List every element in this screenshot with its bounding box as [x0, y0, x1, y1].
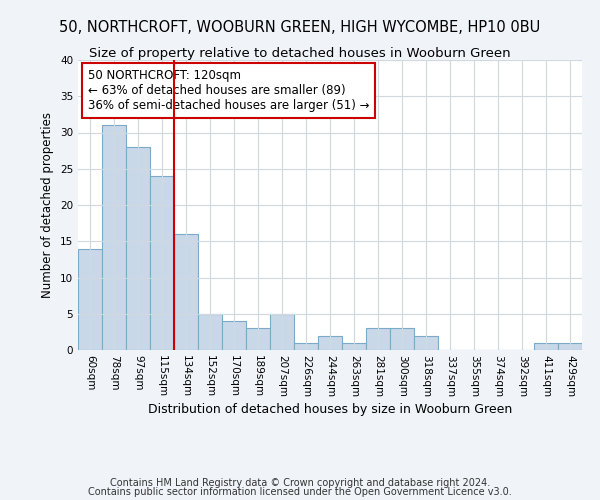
X-axis label: Distribution of detached houses by size in Wooburn Green: Distribution of detached houses by size …: [148, 402, 512, 415]
Bar: [78, 248, 102, 350]
Bar: [270, 314, 294, 350]
Bar: [222, 321, 246, 350]
Bar: [366, 328, 390, 350]
Bar: [174, 234, 198, 350]
Bar: [318, 336, 342, 350]
Bar: [534, 343, 558, 350]
Text: Contains public sector information licensed under the Open Government Licence v3: Contains public sector information licen…: [88, 487, 512, 497]
Text: Size of property relative to detached houses in Wooburn Green: Size of property relative to detached ho…: [89, 48, 511, 60]
Text: 50, NORTHCROFT, WOOBURN GREEN, HIGH WYCOMBE, HP10 0BU: 50, NORTHCROFT, WOOBURN GREEN, HIGH WYCO…: [59, 20, 541, 35]
Bar: [342, 343, 366, 350]
Bar: [558, 343, 582, 350]
Bar: [198, 314, 222, 350]
Y-axis label: Number of detached properties: Number of detached properties: [41, 112, 55, 298]
Bar: [414, 336, 438, 350]
Bar: [390, 328, 414, 350]
Bar: [126, 147, 150, 350]
Bar: [102, 125, 126, 350]
Text: Contains HM Land Registry data © Crown copyright and database right 2024.: Contains HM Land Registry data © Crown c…: [110, 478, 490, 488]
Bar: [150, 176, 174, 350]
Bar: [246, 328, 270, 350]
Bar: [294, 343, 318, 350]
Text: 50 NORTHCROFT: 120sqm
← 63% of detached houses are smaller (89)
36% of semi-deta: 50 NORTHCROFT: 120sqm ← 63% of detached …: [88, 68, 370, 112]
